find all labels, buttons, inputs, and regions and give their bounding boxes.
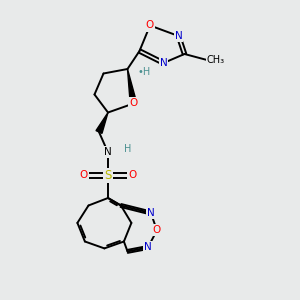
Text: N: N — [147, 208, 155, 218]
Text: O: O — [79, 170, 88, 181]
Text: N: N — [160, 58, 167, 68]
Polygon shape — [128, 69, 137, 104]
Text: CH₃: CH₃ — [207, 55, 225, 65]
Text: N: N — [144, 242, 152, 253]
Text: N: N — [104, 147, 112, 158]
Text: H: H — [124, 144, 131, 154]
Text: S: S — [104, 169, 112, 182]
Text: O: O — [129, 98, 138, 109]
Text: •H: •H — [137, 67, 151, 77]
Polygon shape — [96, 112, 108, 134]
Text: O: O — [146, 20, 154, 31]
Text: N: N — [104, 147, 112, 158]
Text: N: N — [175, 31, 182, 41]
Text: O: O — [128, 170, 137, 181]
Text: O: O — [153, 225, 161, 236]
